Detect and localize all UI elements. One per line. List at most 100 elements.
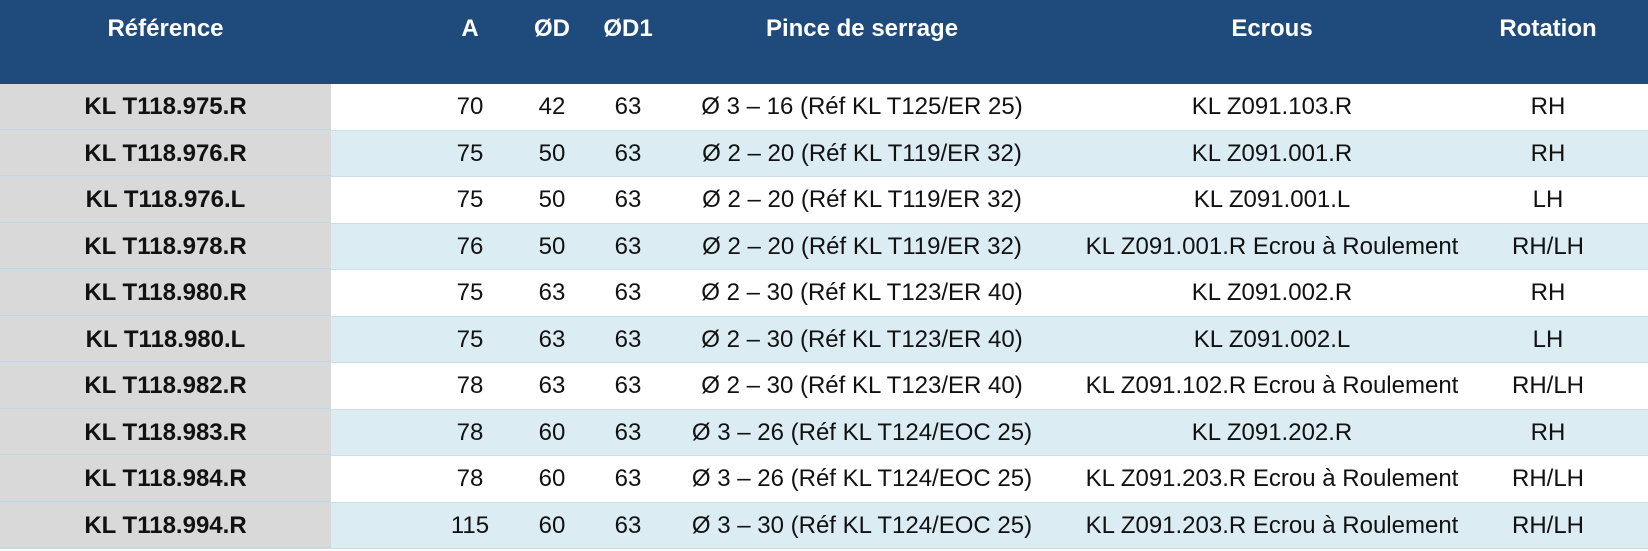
cell-a: 75 — [456, 139, 484, 167]
cell-ecrous: KL Z091.203.R Ecrou à Roulement — [1085, 465, 1459, 492]
cell-ecrous: KL Z091.001.R Ecrou à Roulement — [1085, 232, 1459, 260]
header-od1: ØD1 — [603, 15, 653, 42]
cell-a: 76 — [456, 232, 484, 260]
table-row: KL T118.975.R 70 42 63 Ø 3 – 16 (Réf KL … — [0, 84, 1648, 131]
cell-ecrous: KL Z091.202.R — [1191, 418, 1353, 446]
table-header: Référence A ØD ØD1 Pince de serrage Ecro… — [0, 0, 1648, 84]
cell-od: 42 — [538, 93, 566, 120]
reference-cell-bg — [0, 223, 331, 269]
cell-od1: 63 — [614, 186, 642, 213]
cell-rotation: RH — [1530, 139, 1566, 167]
cell-od: 50 — [538, 186, 566, 213]
cell-pince: Ø 3 – 30 (Réf KL T124/EOC 25) — [691, 511, 1033, 539]
header-reference: Référence — [107, 15, 224, 42]
cell-rotation: RH — [1530, 418, 1566, 446]
cell-rotation: RH — [1530, 93, 1566, 120]
cell-pince: Ø 2 – 30 (Réf KL T123/ER 40) — [701, 279, 1023, 306]
cell-a: 78 — [456, 465, 484, 492]
cell-od: 63 — [538, 279, 566, 306]
cell-rotation: LH — [1532, 186, 1564, 213]
table-row: KL T118.983.R 78 60 63 Ø 3 – 26 (Réf KL … — [0, 409, 1648, 456]
cell-od1: 63 — [614, 139, 642, 167]
cell-reference: KL T118.984.R — [84, 465, 247, 492]
reference-cell-bg — [0, 270, 331, 316]
cell-rotation: RH/LH — [1511, 372, 1584, 399]
cell-pince: Ø 2 – 20 (Réf KL T119/ER 32) — [702, 232, 1022, 260]
cell-od1: 63 — [614, 372, 642, 399]
cell-rotation: RH — [1530, 279, 1566, 306]
reference-cell-bg — [0, 316, 331, 362]
header-a: A — [461, 15, 479, 42]
cell-reference: KL T118.980.R — [84, 279, 247, 306]
cell-ecrous: KL Z091.002.L — [1193, 325, 1351, 353]
cell-a: 78 — [456, 372, 484, 399]
cell-a: 78 — [456, 418, 484, 446]
header-pince-de-serrage: Pince de serrage — [765, 15, 959, 42]
cell-od: 60 — [538, 418, 566, 446]
reference-cell-bg — [0, 177, 331, 223]
header-od: ØD — [534, 15, 570, 42]
cell-pince: Ø 2 – 20 (Réf KL T119/ER 32) — [702, 139, 1022, 167]
cell-reference: KL T118.983.R — [84, 418, 247, 446]
table-row: KL T118.980.L 75 63 63 Ø 2 – 30 (Réf KL … — [0, 316, 1648, 363]
reference-cell-bg — [0, 502, 331, 548]
cell-od1: 63 — [614, 325, 642, 353]
cell-a: 75 — [456, 325, 484, 353]
cell-pince: Ø 2 – 20 (Réf KL T119/ER 32) — [702, 186, 1022, 213]
cell-od1: 63 — [614, 93, 642, 120]
reference-cell-bg — [0, 84, 331, 130]
cell-reference: KL T118.982.R — [84, 372, 247, 399]
cell-reference: KL T118.976.R — [84, 139, 247, 167]
cell-ecrous: KL Z091.103.R — [1191, 93, 1353, 120]
cell-pince: Ø 2 – 30 (Réf KL T123/ER 40) — [701, 325, 1023, 353]
cell-rotation: RH/LH — [1511, 232, 1584, 260]
cell-od1: 63 — [614, 511, 642, 539]
cell-od: 60 — [538, 511, 566, 539]
reference-cell-bg — [0, 409, 331, 455]
header-ecrous: Ecrous — [1231, 15, 1313, 42]
cell-od1: 63 — [614, 418, 642, 446]
cell-a: 75 — [456, 186, 484, 213]
cell-reference: KL T118.976.L — [85, 186, 246, 213]
cell-ecrous: KL Z091.002.R — [1191, 279, 1353, 306]
cell-rotation: RH/LH — [1511, 511, 1584, 539]
table-row: KL T118.984.R 78 60 63 Ø 3 – 26 (Réf KL … — [0, 456, 1648, 503]
cell-od1: 63 — [614, 465, 642, 492]
cell-pince: Ø 3 – 26 (Réf KL T124/EOC 25) — [691, 465, 1033, 492]
table-row: KL T118.978.R 76 50 63 Ø 2 – 20 (Réf KL … — [0, 223, 1648, 270]
table-row: KL T118.976.L 75 50 63 Ø 2 – 20 (Réf KL … — [0, 177, 1648, 224]
cell-ecrous: KL Z091.001.R — [1191, 139, 1353, 167]
cell-od1: 63 — [614, 232, 642, 260]
cell-od: 63 — [538, 325, 566, 353]
table-row: KL T118.982.R 78 63 63 Ø 2 – 30 (Réf KL … — [0, 363, 1648, 410]
table-row: KL T118.994.R 115 60 63 Ø 3 – 30 (Réf KL… — [0, 502, 1648, 549]
cell-od: 50 — [538, 139, 566, 167]
cell-reference: KL T118.980.L — [85, 325, 246, 353]
header-rotation: Rotation — [1499, 15, 1597, 42]
cell-rotation: RH/LH — [1511, 465, 1584, 492]
cell-a: 115 — [450, 511, 490, 539]
cell-reference: KL T118.994.R — [84, 511, 247, 539]
cell-od1: 63 — [614, 279, 642, 306]
reference-cell-bg — [0, 130, 331, 176]
cell-pince: Ø 2 – 30 (Réf KL T123/ER 40) — [701, 372, 1023, 399]
reference-cell-bg — [0, 456, 331, 502]
cell-pince: Ø 3 – 16 (Réf KL T125/ER 25) — [701, 93, 1023, 120]
cell-od: 50 — [538, 232, 566, 260]
cell-od: 60 — [538, 465, 566, 492]
table-body: KL T118.975.R 70 42 63 Ø 3 – 16 (Réf KL … — [0, 84, 1648, 549]
table-row: KL T118.980.R 75 63 63 Ø 2 – 30 (Réf KL … — [0, 270, 1648, 317]
cell-reference: KL T118.975.R — [84, 93, 247, 120]
cell-rotation: LH — [1532, 325, 1564, 353]
reference-cell-bg — [0, 363, 331, 409]
cell-reference: KL T118.978.R — [84, 232, 247, 260]
cell-a: 75 — [456, 279, 484, 306]
cell-ecrous: KL Z091.001.L — [1193, 186, 1351, 213]
table-row: KL T118.976.R 75 50 63 Ø 2 – 20 (Réf KL … — [0, 130, 1648, 177]
cell-pince: Ø 3 – 26 (Réf KL T124/EOC 25) — [691, 418, 1033, 446]
cell-a: 70 — [456, 93, 484, 120]
cell-ecrous: KL Z091.102.R Ecrou à Roulement — [1085, 372, 1459, 399]
cell-od: 63 — [538, 372, 566, 399]
cell-ecrous: KL Z091.203.R Ecrou à Roulement — [1085, 511, 1459, 539]
